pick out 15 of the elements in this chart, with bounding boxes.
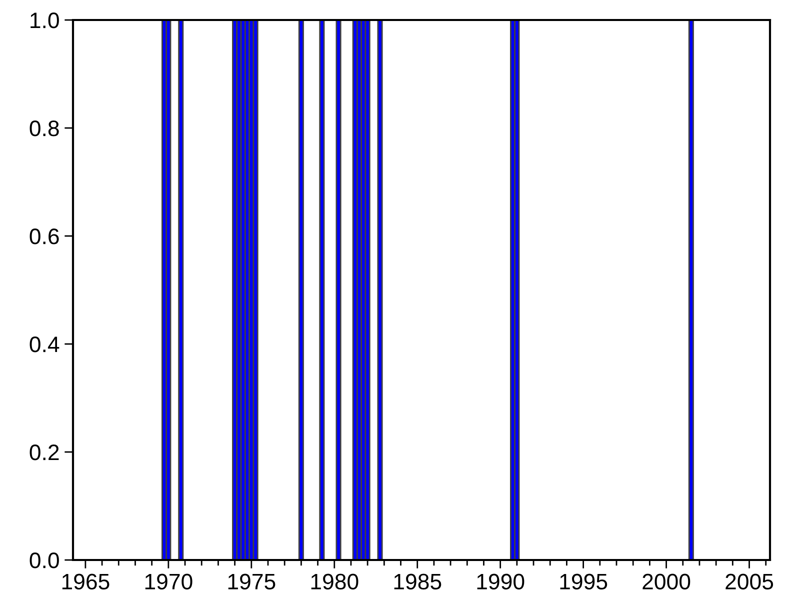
x-tick-label: 2000: [642, 574, 690, 590]
y-tick-label: 0.6: [30, 228, 59, 244]
y-tick-label: 1.0: [30, 12, 59, 28]
x-tick-label: 1970: [145, 574, 192, 590]
x-tick-label: 1995: [560, 574, 608, 590]
x-tick-label: 1965: [62, 574, 110, 590]
y-tick-label: 0.4: [30, 336, 60, 352]
x-tick-label: 1985: [394, 574, 442, 590]
x-tick-label: 1980: [311, 574, 358, 590]
y-tick-label: 0.2: [30, 444, 59, 460]
y-tick-label: 0.8: [30, 120, 59, 136]
x-tick-label: 1990: [477, 574, 524, 590]
x-tick-label: 1975: [228, 574, 276, 590]
y-tick-label: 0.0: [30, 552, 59, 568]
x-tick-label: 2005: [726, 574, 774, 590]
